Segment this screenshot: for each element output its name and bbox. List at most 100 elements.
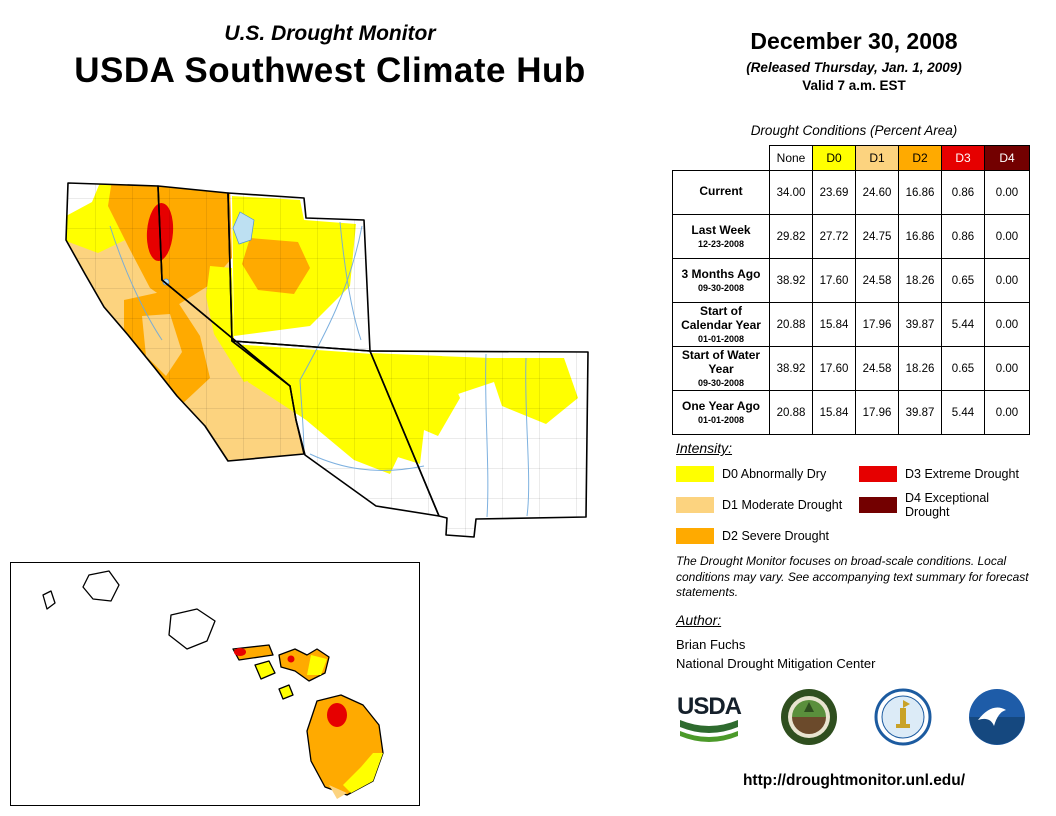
table-cell: 34.00 (769, 170, 813, 215)
d0-area-big-island (343, 753, 383, 793)
table-row: Start of Water Year 09-30-2008 38.92 17.6… (672, 346, 1030, 391)
table-cell: 39.87 (898, 302, 942, 347)
table-row: Last Week 12-23-2008 29.82 27.72 24.75 16… (672, 214, 1030, 259)
legend-title: Intensity: (676, 440, 733, 456)
d0-swatch (676, 466, 714, 482)
legend-item-d2: D2 Severe Drought (676, 528, 859, 544)
hawaii-inset-map (42, 570, 384, 799)
table-cell: 17.96 (855, 302, 899, 347)
row-label-start-water-year: Start of Water Year 09-30-2008 (672, 346, 770, 391)
d1-area-big-island (329, 785, 347, 799)
table-cell: 16.86 (898, 170, 942, 215)
logo-row: USDA (674, 688, 1026, 746)
table-cell: 20.88 (769, 302, 813, 347)
col-header-d4: D4 (984, 145, 1030, 171)
author-organization: National Drought Mitigation Center (676, 656, 876, 671)
legend-item-d1: D1 Moderate Drought (676, 491, 859, 519)
table-cell: 17.60 (812, 346, 856, 391)
row-label-current: Current (672, 170, 770, 215)
table-cell: 0.65 (941, 258, 985, 303)
oahu-shape (168, 608, 216, 650)
table-cell: 38.92 (769, 346, 813, 391)
table-cell: 0.86 (941, 170, 985, 215)
row-label-start-calendar-year: Start of Calendar Year 01-01-2008 (672, 302, 770, 347)
row-label-one-year-ago: One Year Ago 01-01-2008 (672, 390, 770, 435)
author-heading: Author: (676, 612, 722, 628)
table-cell: 15.84 (812, 302, 856, 347)
author-name: Brian Fuchs (676, 637, 746, 652)
col-header-d2: D2 (898, 145, 942, 171)
hawaii-inset (10, 562, 420, 806)
table-header-row: None D0 D1 D2 D3 D4 (673, 145, 1030, 171)
disclaimer-text: The Drought Monitor focuses on broad-sca… (676, 554, 1029, 600)
dept-of-commerce-seal (874, 688, 932, 746)
lanai-shape (254, 660, 276, 680)
table-cell: 0.00 (984, 390, 1030, 435)
table-cell: 27.72 (812, 214, 856, 259)
table-cell: 17.60 (812, 258, 856, 303)
author-block: Author: Brian Fuchs National Drought Mit… (676, 612, 875, 671)
table-cell: 24.58 (855, 346, 899, 391)
page-title: USDA Southwest Climate Hub (74, 51, 586, 90)
table-cell: 5.44 (941, 302, 985, 347)
drought-monitor-url: http://droughtmonitor.unl.edu/ (742, 772, 966, 789)
noaa-logo (969, 689, 1025, 745)
kahoolawe-shape (278, 684, 294, 700)
valid-time: Valid 7 a.m. EST (802, 78, 906, 93)
table-cell: 0.00 (984, 258, 1030, 303)
lake-tahoe (162, 278, 170, 286)
d1-swatch (676, 497, 714, 513)
table-cell: 18.26 (898, 258, 942, 303)
table-title: Drought Conditions (Percent Area) (750, 123, 958, 138)
table-cell: 17.96 (855, 390, 899, 435)
table-cell: 20.88 (769, 390, 813, 435)
great-salt-lake (232, 211, 255, 245)
table-corner-cell (673, 146, 770, 171)
col-header-d1: D1 (855, 145, 899, 171)
legend-item-d3: D3 Extreme Drought (859, 466, 1036, 482)
legend-item-d0: D0 Abnormally Dry (676, 466, 859, 482)
row-label-3-months-ago: 3 Months Ago 09-30-2008 (672, 258, 770, 303)
rivers (109, 221, 530, 518)
d3-swatch (859, 466, 897, 482)
table-row: One Year Ago 01-01-2008 20.88 15.84 17.96… (672, 390, 1030, 435)
table-cell: 23.69 (812, 170, 856, 215)
d2-swatch (676, 528, 714, 544)
table-cell: 0.00 (984, 214, 1030, 259)
table-row: 3 Months Ago 09-30-2008 38.92 17.60 24.58… (672, 258, 1030, 303)
table-cell: 5.44 (941, 390, 985, 435)
table-cell: 24.75 (855, 214, 899, 259)
kauai-shape (82, 570, 120, 602)
col-header-d0: D0 (812, 145, 856, 171)
d4-swatch (859, 497, 897, 513)
row-label-last-week: Last Week 12-23-2008 (672, 214, 770, 259)
new-mexico-shape (369, 350, 589, 538)
usda-logo: USDA (677, 693, 743, 742)
report-supertitle: U.S. Drought Monitor (224, 22, 436, 45)
table-cell: 16.86 (898, 214, 942, 259)
table-cell: 24.60 (855, 170, 899, 215)
d3-area-molokai (234, 648, 246, 656)
intensity-legend: Intensity: D0 Abnormally Dry D3 Extreme … (676, 440, 1036, 544)
col-header-d3: D3 (941, 145, 985, 171)
table-row: Start of Calendar Year 01-01-2008 20.88 1… (672, 302, 1030, 347)
table-cell: 29.82 (769, 214, 813, 259)
report-date: December 30, 2008 (750, 28, 958, 54)
ndmc-logo (781, 689, 837, 745)
table-cell: 15.84 (812, 390, 856, 435)
southwest-drought-map (65, 182, 589, 538)
d3-area-maui (287, 655, 295, 663)
table-cell: 0.00 (984, 346, 1030, 391)
table-cell: 0.00 (984, 302, 1030, 347)
release-note: (Released Thursday, Jan. 1, 2009) (746, 60, 962, 75)
table-cell: 0.65 (941, 346, 985, 391)
niihau-shape (42, 590, 56, 610)
table-cell: 18.26 (898, 346, 942, 391)
col-header-none: None (769, 145, 813, 171)
table-cell: 0.00 (984, 170, 1030, 215)
d2-area-socal (126, 414, 210, 464)
d0-area-maui (307, 655, 327, 675)
drought-table: None D0 D1 D2 D3 D4 Current 34.00 23.69 … (672, 145, 1030, 435)
header-right: December 30, 2008 (Released Thursday, Ja… (676, 28, 1032, 93)
